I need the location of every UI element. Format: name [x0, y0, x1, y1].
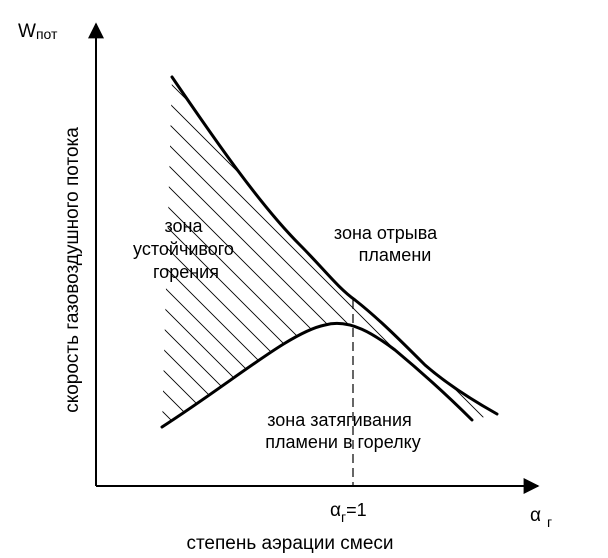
flashback-limit-curve: [160, 321, 474, 429]
hatch-line: [550, 0, 608, 480]
liftoff-zone-label: зона отрыва пламени: [334, 223, 442, 265]
hatch-line: [162, 77, 253, 427]
hatch-line: [0, 0, 105, 480]
hatch-line: [0, 0, 63, 480]
hatch-line: [571, 0, 608, 480]
hatch-line: [592, 0, 608, 480]
y-axis-symbol: Wпот: [18, 21, 58, 42]
hatch-line: [162, 77, 497, 427]
hatch-line: [162, 77, 274, 427]
y-axis-label: скорость газовоздушного потока: [62, 127, 83, 413]
flashback-zone-label: зона затягивания пламени в горелку: [265, 410, 420, 452]
hatch-line: [508, 0, 608, 480]
x-axis-label: степень аэрации смеси: [186, 533, 393, 554]
hatch-line: [0, 0, 21, 480]
hatch-line: [486, 77, 497, 427]
stable-zone-hatching: [0, 0, 608, 480]
stable-zone-label: зона устойчивого горения: [133, 216, 239, 282]
hatch-line: [0, 0, 42, 480]
hatch-line: [423, 77, 497, 427]
hatch-line: [276, 77, 497, 427]
hatch-line: [444, 77, 497, 427]
hatch-line: [529, 0, 608, 480]
alpha-one-label: αг=1: [330, 500, 367, 525]
liftoff-limit-curve: [170, 75, 499, 416]
